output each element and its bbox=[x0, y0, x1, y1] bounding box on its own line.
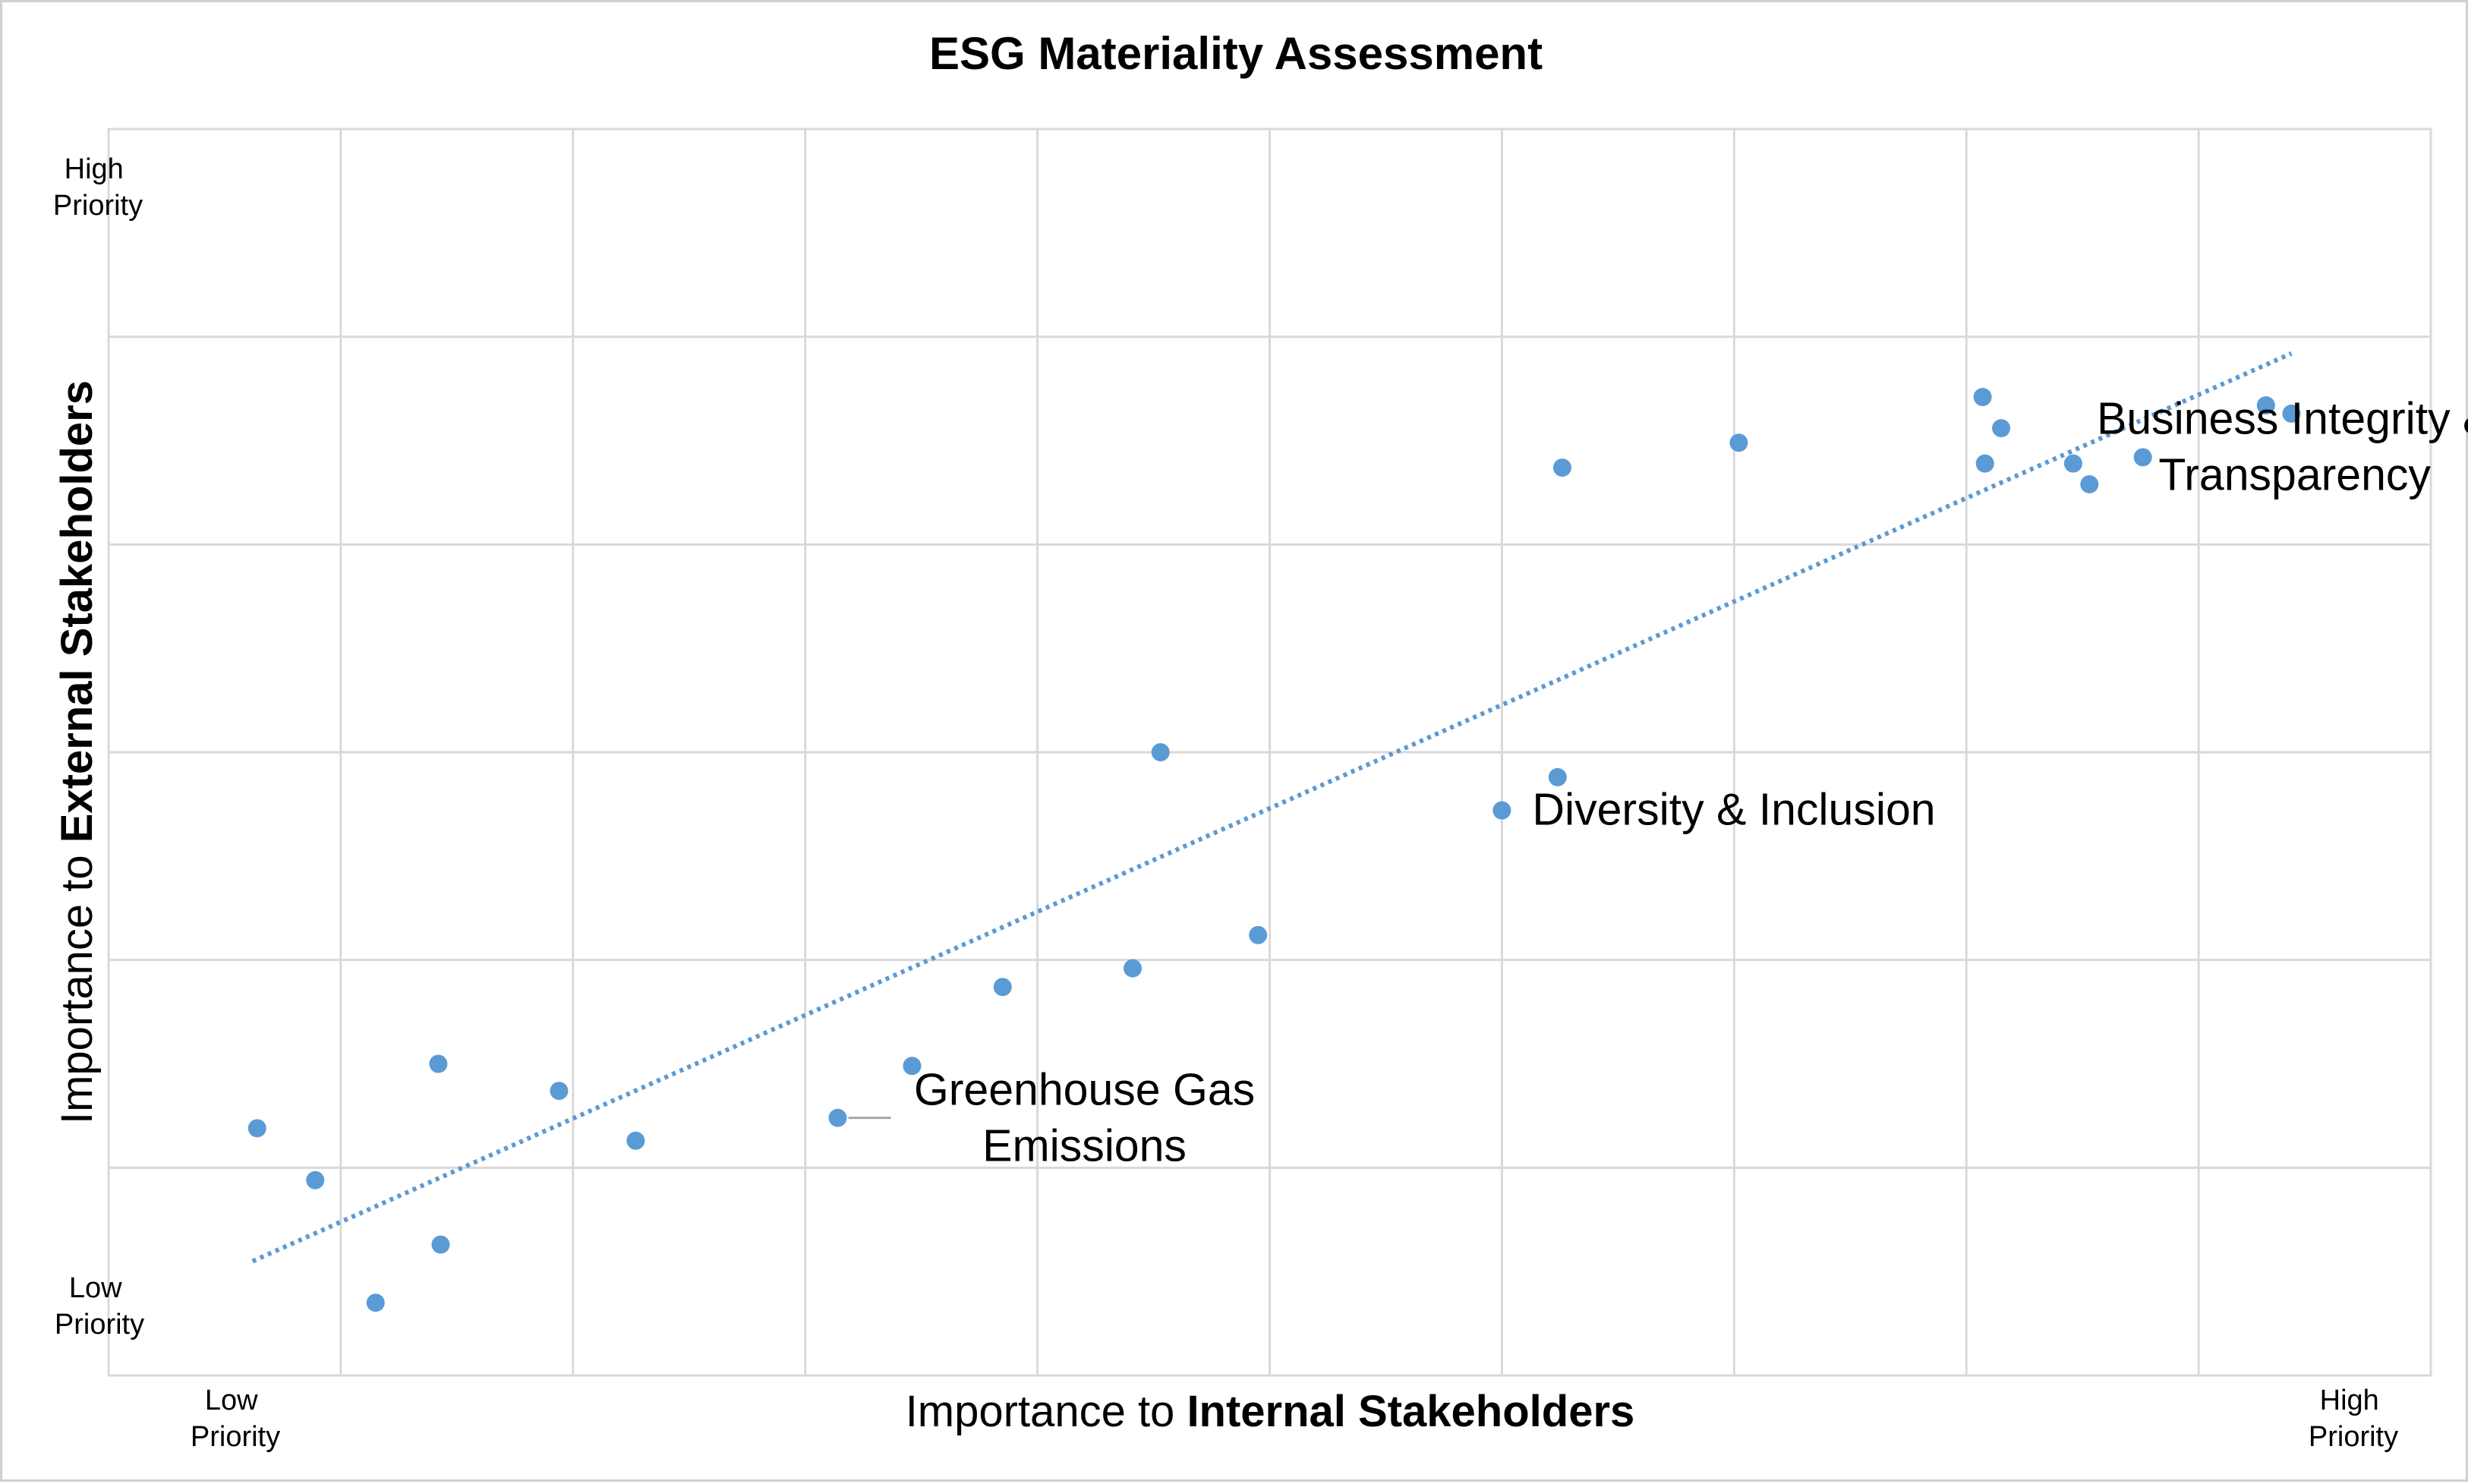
data-point bbox=[1552, 458, 1571, 477]
data-point bbox=[1992, 419, 2011, 438]
data-point bbox=[429, 1054, 448, 1073]
y-high-line-2: Priority bbox=[53, 190, 143, 222]
x-axis-label: Importance to Internal Stakeholders bbox=[906, 1387, 1635, 1436]
y-low-line-1: Low bbox=[69, 1272, 122, 1304]
data-point bbox=[828, 1108, 847, 1127]
data-point bbox=[247, 1119, 266, 1138]
data-point bbox=[626, 1131, 645, 1150]
y-low-line-2: Priority bbox=[55, 1309, 144, 1341]
data-point bbox=[993, 978, 1012, 997]
data-point bbox=[1729, 433, 1748, 452]
annotations: Business Integrity & Transparency Diversit… bbox=[914, 393, 2468, 1171]
data-point bbox=[2133, 448, 2152, 467]
plot-area-border bbox=[107, 128, 2432, 1377]
data-point bbox=[306, 1171, 325, 1189]
data-point bbox=[1548, 767, 1567, 786]
data-point bbox=[2080, 474, 2099, 493]
annotation-label-line: Transparency bbox=[2158, 449, 2431, 499]
chart-title: ESG Materiality Assessment bbox=[929, 28, 1543, 79]
y-high-priority-label: High Priority bbox=[53, 153, 143, 222]
data-point bbox=[1975, 454, 1994, 473]
data-point bbox=[1973, 388, 1992, 407]
annotation-label: Greenhouse Gas Emissions bbox=[914, 1065, 1255, 1171]
data-point bbox=[1492, 801, 1511, 820]
x-axis-label-bold: Internal Stakeholders bbox=[1187, 1387, 1634, 1436]
annotation-label: Business Integrity & Transparency bbox=[2097, 393, 2468, 499]
annotation-label-line: Business Integrity & bbox=[2097, 393, 2468, 443]
data-point bbox=[550, 1082, 569, 1101]
x-low-line-1: Low bbox=[205, 1385, 258, 1416]
x-axis-label-prefix: Importance to bbox=[906, 1387, 1187, 1436]
data-point bbox=[1151, 743, 1170, 761]
x-high-line-2: Priority bbox=[2309, 1421, 2398, 1453]
y-high-line-1: High bbox=[65, 153, 124, 185]
gridlines bbox=[109, 129, 2431, 1375]
data-point bbox=[2282, 404, 2301, 423]
data-point bbox=[1124, 959, 1143, 978]
data-points bbox=[247, 388, 2301, 1312]
data-point bbox=[2256, 395, 2275, 414]
x-high-line-1: High bbox=[2320, 1385, 2379, 1416]
y-low-priority-label: Low Priority bbox=[55, 1272, 144, 1341]
data-point bbox=[366, 1293, 385, 1312]
annotation-label-line: Diversity & Inclusion bbox=[1532, 785, 1935, 835]
data-point bbox=[1249, 925, 1268, 944]
y-axis-label-prefix: Importance to bbox=[52, 843, 102, 1124]
x-low-line-2: Priority bbox=[191, 1421, 280, 1453]
y-axis-label: Importance to External Stakeholders bbox=[52, 380, 102, 1124]
data-point bbox=[2063, 454, 2082, 473]
y-axis-label-bold: External Stakeholders bbox=[52, 380, 102, 843]
data-point bbox=[903, 1057, 922, 1076]
annotation-label-line: Greenhouse Gas bbox=[914, 1065, 1255, 1115]
x-low-priority-label: Low Priority bbox=[191, 1385, 280, 1453]
annotation-label: Diversity & Inclusion bbox=[1532, 785, 1935, 835]
annotation-label-line: Emissions bbox=[982, 1121, 1187, 1171]
x-high-priority-label: High Priority bbox=[2309, 1385, 2398, 1453]
data-point bbox=[431, 1235, 450, 1254]
